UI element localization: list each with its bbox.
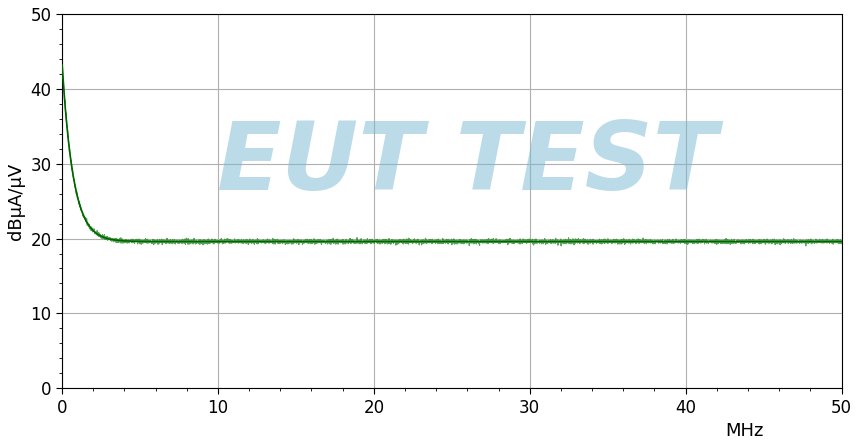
Text: EUT TEST: EUT TEST [217,118,717,210]
Text: MHz: MHz [725,422,764,440]
Y-axis label: dBμA/μV: dBμA/μV [7,163,25,240]
